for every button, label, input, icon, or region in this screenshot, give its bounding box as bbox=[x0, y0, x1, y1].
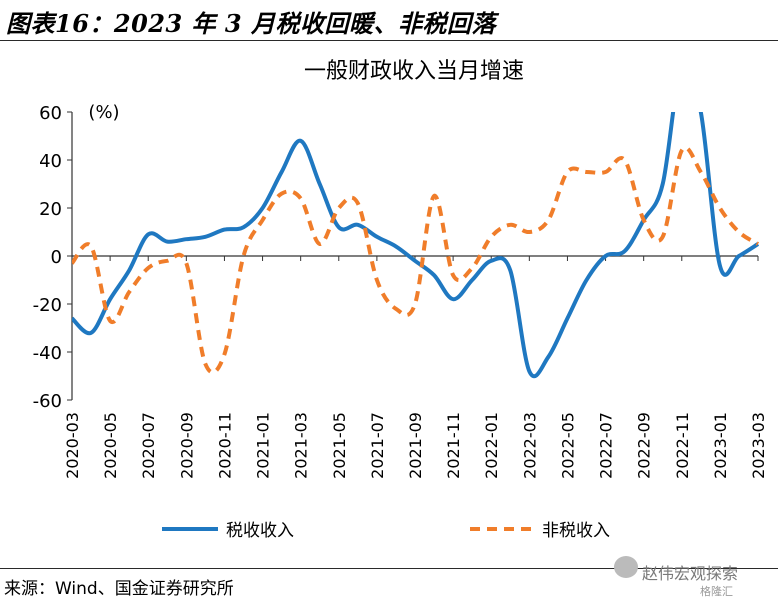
title-rule bbox=[0, 40, 778, 41]
y-tick-label: 20 bbox=[39, 199, 62, 220]
series-line-tax bbox=[72, 112, 760, 379]
x-tick-label: 2021-01 bbox=[254, 412, 273, 479]
unit-label: (%) bbox=[88, 102, 119, 123]
legend-label-nontax: 非税收入 bbox=[542, 521, 610, 541]
y-tick-label: -20 bbox=[33, 295, 62, 316]
watermark-small: 格隆汇 bbox=[700, 585, 733, 598]
x-tick-label: 2021-03 bbox=[292, 412, 311, 479]
x-tick-label: 2023-03 bbox=[749, 412, 768, 479]
x-tick-label: 2022-07 bbox=[597, 412, 616, 479]
x-tick-label: 2020-09 bbox=[177, 412, 196, 479]
x-tick-label: 2020-05 bbox=[101, 412, 120, 479]
y-tick-label: -40 bbox=[33, 343, 62, 364]
x-tick-label: 2023-01 bbox=[711, 412, 730, 479]
x-tick-label: 2022-05 bbox=[558, 412, 577, 479]
series-layer bbox=[72, 112, 760, 379]
x-tick-label: 2020-11 bbox=[215, 412, 234, 479]
chart-title: 一般财政收入当月增速 bbox=[304, 59, 524, 84]
x-tick-label: 2022-09 bbox=[635, 412, 654, 479]
x-tick-label: 2020-03 bbox=[63, 412, 82, 479]
x-tick-label: 2022-03 bbox=[520, 412, 539, 479]
y-tick-label: 0 bbox=[51, 247, 62, 268]
y-tick-label: 40 bbox=[39, 151, 62, 172]
watermark: 赵伟宏观探索 bbox=[642, 564, 739, 583]
y-tick-label: -60 bbox=[33, 391, 62, 412]
x-tick-label: 2022-11 bbox=[673, 412, 692, 479]
series-line-nontax bbox=[72, 145, 760, 375]
x-tick-label: 2021-11 bbox=[444, 412, 463, 479]
x-tick-label: 2021-07 bbox=[368, 412, 387, 479]
x-tick-label: 2022-01 bbox=[482, 412, 501, 479]
legend-label-tax: 税收收入 bbox=[226, 521, 294, 541]
source-note: 来源：Wind、国金证券研究所 bbox=[4, 579, 234, 599]
x-tick-label: 2021-05 bbox=[330, 412, 349, 479]
wechat-icon bbox=[614, 556, 638, 578]
x-tick-label: 2020-07 bbox=[139, 412, 158, 479]
bottom-rule bbox=[0, 568, 778, 569]
legend: 税收收入 非税收入 bbox=[162, 521, 610, 541]
x-tick-label: 2021-09 bbox=[406, 412, 425, 479]
figure-title: 图表16：2023 年 3 月税收回暖、非税回落 bbox=[6, 9, 496, 38]
y-tick-label: 60 bbox=[39, 103, 62, 124]
